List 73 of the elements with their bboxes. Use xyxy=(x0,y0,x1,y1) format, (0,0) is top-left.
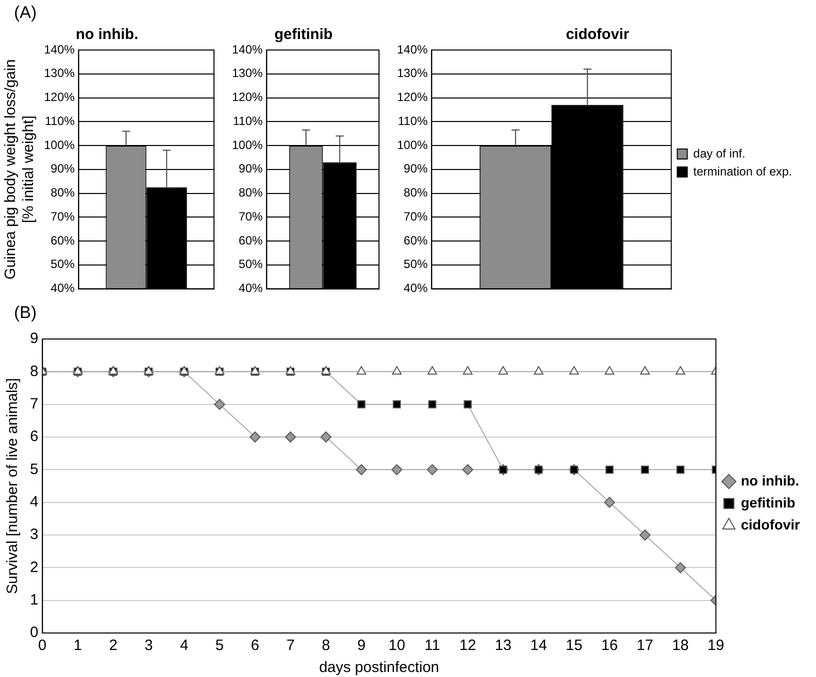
x-tick-label: 9 xyxy=(357,637,366,654)
x-tick-label: 5 xyxy=(215,637,224,654)
y-tick-label: 80% xyxy=(404,186,428,200)
legend-label: termination of exp. xyxy=(693,164,792,178)
y-tick-label: 3 xyxy=(30,526,38,544)
y-tick-label: 140% xyxy=(396,42,428,56)
x-axis-title: days postinfection xyxy=(319,659,440,676)
legend-label: cidofovir xyxy=(740,516,801,532)
y-tick-label: 80% xyxy=(238,186,264,200)
y-tick-label: 50% xyxy=(238,257,264,272)
x-tick-label: 14 xyxy=(530,637,547,654)
legend-label: day of inf. xyxy=(693,146,746,160)
y-tick-label: 5 xyxy=(30,460,38,478)
x-tick-label: 13 xyxy=(494,637,512,654)
text: (B) xyxy=(14,303,37,322)
chart-title: cidofovir xyxy=(566,26,630,44)
y-tick-label: 100% xyxy=(396,138,428,152)
x-tick-label: 3 xyxy=(144,637,153,654)
x-tick-label: 17 xyxy=(636,637,654,654)
y-tick-label: 8 xyxy=(30,362,38,380)
y-tick-label: 110% xyxy=(44,114,76,128)
y-tick-label: 90% xyxy=(238,162,264,176)
x-tick-label: 18 xyxy=(672,637,689,654)
y-tick-label: 6 xyxy=(30,428,38,446)
chart-title: no inhib. xyxy=(76,26,138,44)
y-tick-label: 40% xyxy=(50,281,76,296)
x-tick-label: 2 xyxy=(109,637,118,654)
y-tick-label: 140% xyxy=(44,42,76,56)
y-tick-label: 100% xyxy=(44,138,76,152)
y-tick-label: 70% xyxy=(404,209,428,224)
y-tick-label: 4 xyxy=(30,493,38,510)
x-tick-label: 12 xyxy=(459,637,476,654)
y-tick-label: 100% xyxy=(232,138,264,152)
y-tick-label: 90% xyxy=(404,162,428,176)
x-tick-label: 15 xyxy=(566,637,582,654)
y-tick-label: 40% xyxy=(404,281,428,296)
text: (A) xyxy=(14,3,37,22)
y-tick-label: 110% xyxy=(232,114,264,128)
chart-title: gefitinib xyxy=(274,26,333,44)
x-tick-label: 4 xyxy=(180,637,188,654)
y-tick-label: 120% xyxy=(396,90,428,104)
y-tick-label: 80% xyxy=(50,186,76,200)
y-tick-label: 60% xyxy=(404,233,428,248)
y-tick-label: 120% xyxy=(44,90,76,104)
y-tick-label: 130% xyxy=(396,66,428,80)
y-tick-label: 0 xyxy=(30,624,38,642)
y-tick-label: 7 xyxy=(30,395,38,412)
x-tick-label: 16 xyxy=(601,637,618,654)
y-tick-label: 130% xyxy=(44,66,76,80)
y-tick-label: 70% xyxy=(50,209,76,224)
legend-label: gefitinib xyxy=(740,494,796,510)
x-tick-label: 19 xyxy=(708,637,724,654)
y-tick-label: 130% xyxy=(232,66,264,80)
y-tick-label: 140% xyxy=(232,42,264,56)
y-tick-label: 9 xyxy=(30,330,38,348)
y-axis-title: Guinea pig body weight loss/gain [% initial weight] xyxy=(2,59,38,280)
y-tick-label: 50% xyxy=(50,257,76,272)
y-tick-label: 2 xyxy=(30,558,38,576)
y-tick-label: 60% xyxy=(50,233,76,248)
y-tick-label: 110% xyxy=(398,114,428,128)
y-tick-label: 90% xyxy=(50,162,76,176)
x-tick-label: 7 xyxy=(286,637,295,654)
y-tick-label: 50% xyxy=(404,257,428,272)
y-tick-label: 60% xyxy=(238,233,264,248)
x-tick-label: 11 xyxy=(424,637,440,654)
y-tick-label: 120% xyxy=(232,90,264,104)
y-tick-label: 40% xyxy=(238,281,264,296)
x-tick-label: 10 xyxy=(388,637,406,654)
y-axis-title: Survival [number of live animals] xyxy=(4,378,22,594)
y-tick-label: 1 xyxy=(30,591,38,608)
y-tick-label: 70% xyxy=(238,209,264,224)
legend-label: no inhib. xyxy=(740,472,800,488)
x-tick-label: 8 xyxy=(322,637,330,654)
